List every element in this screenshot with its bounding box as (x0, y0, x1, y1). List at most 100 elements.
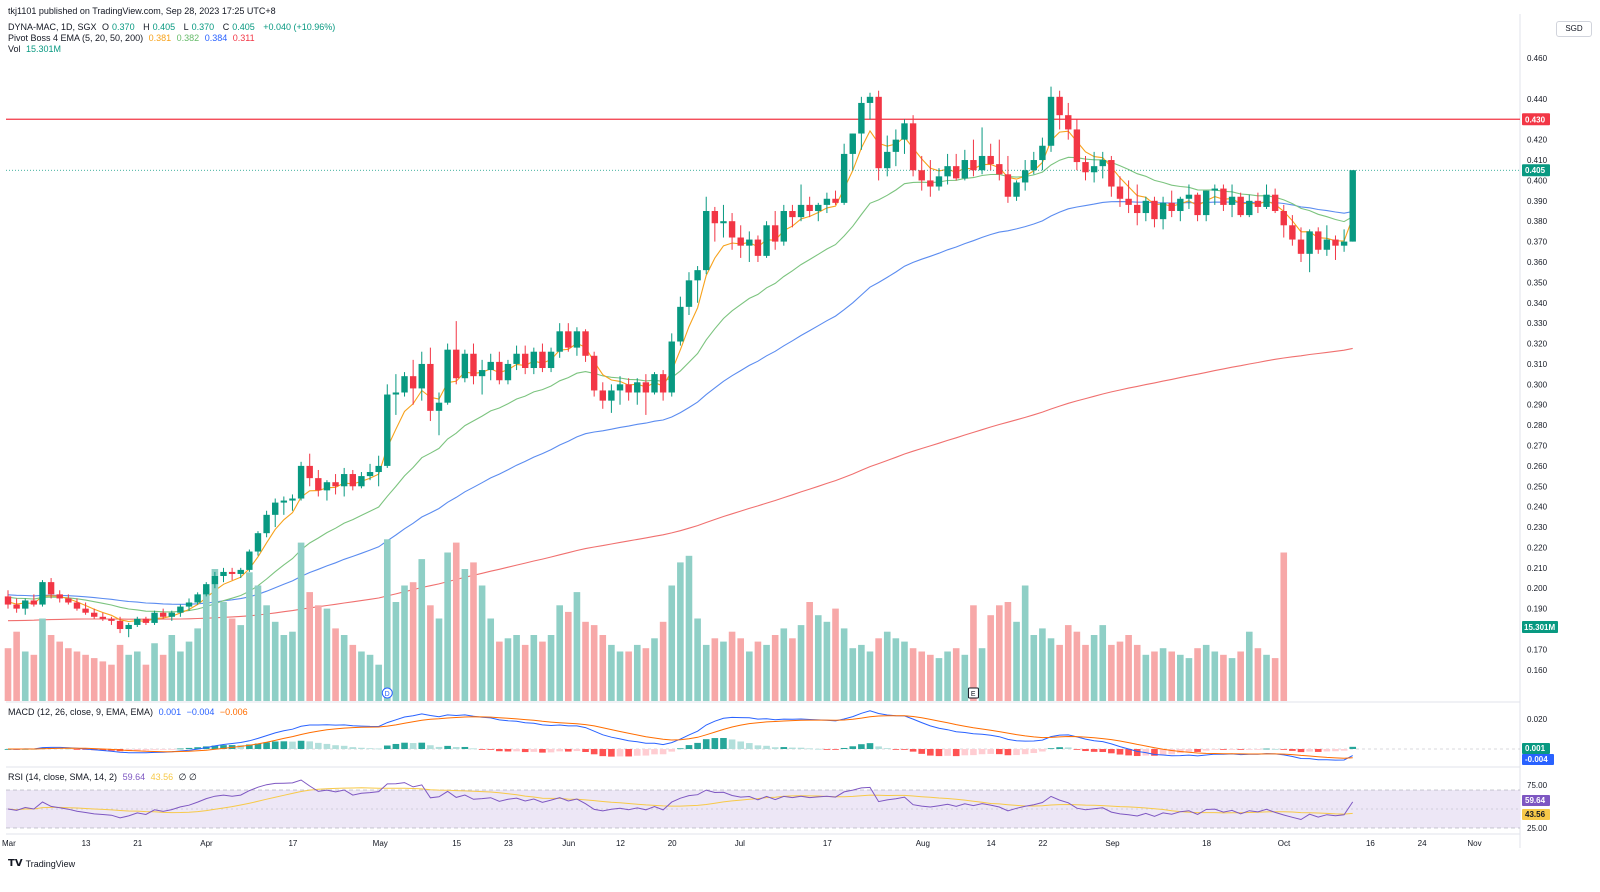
macd-hist-bar (375, 748, 382, 750)
macd-hist-bar (918, 749, 926, 754)
time-tick-label: 23 (504, 839, 513, 848)
candle (1185, 184, 1193, 209)
candle-body (134, 618, 141, 625)
macd-hist-bar (332, 745, 339, 749)
candle (1271, 188, 1279, 214)
candle-body (297, 465, 305, 499)
candle-body (418, 363, 425, 389)
candle (1090, 151, 1098, 183)
candle-body (65, 598, 72, 603)
candle (392, 374, 400, 415)
candle (65, 594, 72, 605)
volume-bar (73, 651, 81, 701)
ema-legend[interactable]: Pivot Boss 4 EMA (5, 20, 50, 200) 0.381 … (8, 33, 258, 43)
volume-bar (1254, 648, 1262, 701)
candle-body (832, 198, 839, 203)
candle (530, 347, 538, 375)
candle (1116, 176, 1124, 207)
candle (1099, 151, 1106, 179)
macd-hist-bar (633, 749, 641, 756)
macd-hist-bar (728, 739, 736, 749)
volume-bar (573, 592, 581, 701)
macd-hist-bar (1306, 749, 1313, 752)
candle-body (384, 394, 391, 466)
price-tick-label: 0.220 (1527, 543, 1548, 552)
candle (159, 608, 167, 619)
macd-hist-bar (1151, 749, 1158, 756)
candle-body (823, 198, 831, 205)
time-tick-label: 15 (452, 839, 461, 848)
time-tick-label: 20 (668, 839, 677, 848)
volume-bar (1064, 625, 1072, 701)
candle (332, 474, 339, 495)
macd-hist-bar (194, 747, 201, 749)
volume-bar (246, 572, 253, 701)
candle (297, 461, 305, 501)
candle (280, 496, 288, 515)
rsi-label: RSI (14, close, SMA, 14, 2) (8, 772, 118, 782)
candle-body (306, 465, 313, 479)
rsi-value: 59.64 (122, 772, 146, 782)
candle (668, 333, 675, 397)
candle (1297, 227, 1305, 262)
candle-body (746, 239, 753, 246)
volume-bar (866, 651, 874, 701)
candle-body (220, 571, 227, 577)
volume-bar (435, 618, 443, 701)
candle (935, 168, 943, 191)
volume-bar (1021, 585, 1029, 701)
ema20-line (7, 156, 1353, 613)
ema200-value: 0.311 (232, 33, 255, 43)
macd-badge (1522, 743, 1550, 754)
volume-bar (883, 631, 891, 701)
macd-tick-label: 0.020 (1527, 715, 1548, 724)
price-tick-label: 0.190 (1527, 605, 1548, 614)
volume-bar (728, 631, 736, 701)
volume-bar (1245, 631, 1253, 701)
macd-hist-bar (392, 743, 400, 749)
symbol-legend[interactable]: DYNA-MAC, 1D, SGX O 0.370 H 0.405 L 0.370 C… (8, 22, 338, 32)
macd-signal-line (8, 715, 1353, 759)
macd-hist-bar (616, 749, 624, 757)
time-tick-label: 16 (1366, 839, 1375, 848)
macd-hist-bar (246, 744, 253, 749)
candle-body (453, 349, 460, 379)
macd-legend[interactable]: MACD (12, 26, close, 9, EMA, EMA) 0.001 … (8, 707, 251, 717)
volume-legend[interactable]: Vol 15.301M (8, 44, 64, 54)
candle-body (151, 612, 158, 623)
candle (1254, 192, 1262, 214)
candle (634, 378, 641, 405)
volume-bar (125, 654, 132, 701)
candle-body (909, 123, 917, 171)
candle (875, 90, 882, 181)
candle-body (185, 602, 193, 607)
rsi-legend[interactable]: RSI (14, close, SMA, 14, 2) 59.64 43.56 … (8, 772, 200, 782)
candle (91, 608, 98, 619)
price-tick-label: 0.420 (1527, 136, 1548, 145)
price-tick-label: 0.330 (1527, 319, 1548, 328)
candle-body (996, 164, 1003, 175)
macd-signal-badge-label: -0.004 (1525, 755, 1548, 764)
macd-hist-bar (1289, 749, 1296, 751)
candle-body (340, 474, 348, 487)
volume-bar (599, 635, 607, 701)
volume-bar (1159, 648, 1167, 701)
macd-hist-bar (1133, 749, 1141, 757)
macd-label: MACD (12, 26, close, 9, EMA, EMA) (8, 707, 154, 717)
currency-button[interactable]: SGD (1556, 21, 1592, 37)
tradingview-logo: 𝗧𝗩 TradingView (8, 858, 75, 869)
candle-body (1047, 96, 1055, 146)
macd-hist-bar (1211, 749, 1219, 750)
volume-bar (754, 641, 762, 701)
rsi-ma-badge-label: 43.56 (1525, 810, 1546, 819)
price-tick-label: 0.170 (1527, 645, 1548, 654)
macd-hist-bar (1030, 749, 1038, 754)
volume-bar (1194, 648, 1201, 701)
candle-body (47, 582, 55, 595)
candle (685, 272, 693, 316)
candle-body (1194, 194, 1201, 216)
candle (409, 359, 417, 405)
time-tick-label: Oct (1278, 839, 1291, 848)
candle-body (582, 331, 589, 356)
